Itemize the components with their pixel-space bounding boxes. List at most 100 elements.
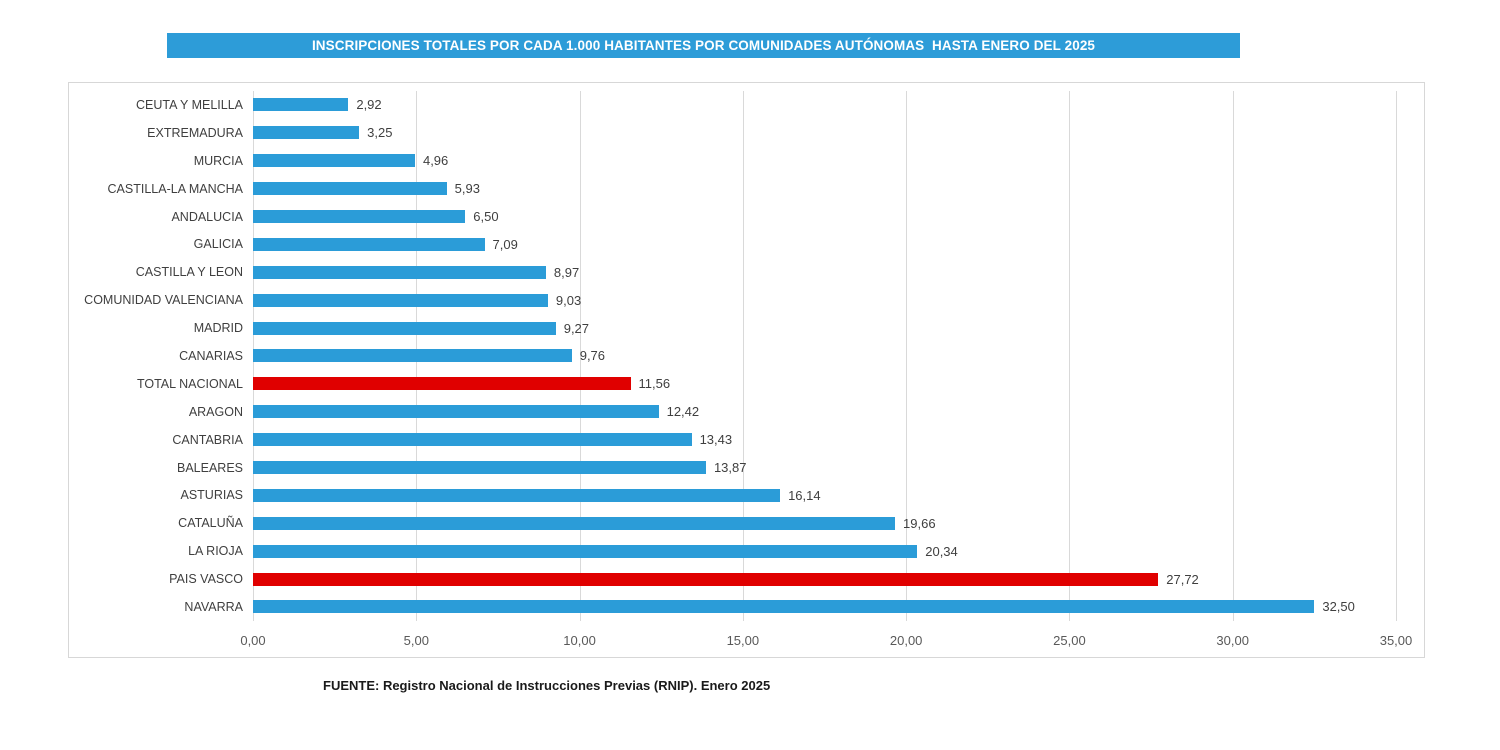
bar-cell: 3,25	[253, 119, 1396, 147]
chart-area: CEUTA Y MELILLA 2,92 EXTREMADURA 3,25 MURCIA…	[68, 82, 1425, 658]
value-label: 3,25	[367, 125, 393, 141]
bar-row: MURCIA 4,96	[69, 147, 1396, 175]
bar-row: TOTAL NACIONAL 11,56	[69, 370, 1396, 398]
bar-row: CANTABRIA 13,43	[69, 426, 1396, 454]
bar-row: CEUTA Y MELILLA 2,92	[69, 91, 1396, 119]
bar-cell: 13,43	[253, 426, 1396, 454]
chart-title: INSCRIPCIONES TOTALES POR CADA 1.000 HAB…	[311, 38, 1096, 53]
bar-rows: CEUTA Y MELILLA 2,92 EXTREMADURA 3,25 MURCIA…	[69, 91, 1396, 621]
x-tick-label: 30,00	[1216, 633, 1249, 648]
bar[interactable]	[253, 544, 918, 558]
bar-cell: 32,50	[253, 593, 1396, 621]
bar[interactable]	[253, 126, 360, 140]
gridline	[579, 91, 581, 621]
bar-row: ANDALUCIA 6,50	[69, 203, 1396, 231]
bar-cell: 9,03	[253, 286, 1396, 314]
value-label: 16,14	[788, 487, 821, 503]
category-label: CASTILLA-LA MANCHA	[107, 181, 243, 196]
bar[interactable]	[253, 405, 659, 419]
category-label: GALICIA	[193, 237, 243, 252]
bar-row: CASTILLA Y LEON 8,97	[69, 258, 1396, 286]
bar[interactable]	[253, 321, 556, 335]
x-tick-label: 5,00	[403, 633, 429, 648]
bar[interactable]	[253, 516, 896, 530]
category-label: ARAGON	[188, 404, 243, 419]
bar-cell: 5,93	[253, 175, 1396, 203]
bar-cell: 7,09	[253, 230, 1396, 258]
x-tick-label: 0,00	[240, 633, 266, 648]
bar-cell: 27,72	[253, 565, 1396, 593]
value-label: 9,76	[579, 348, 606, 364]
bar[interactable]	[253, 433, 692, 447]
bar-cell: 16,14	[253, 481, 1396, 509]
category-label: LA RIOJA	[188, 544, 243, 559]
gridline	[1396, 91, 1397, 621]
bar-cell: 8,97	[253, 258, 1396, 286]
category-label: MURCIA	[193, 153, 243, 168]
value-label: 19,66	[903, 515, 936, 531]
source-note: FUENTE: Registro Nacional de Instruccion…	[323, 678, 771, 693]
bar-cell: 19,66	[253, 509, 1396, 537]
value-label: 12,42	[666, 404, 700, 420]
bar[interactable]	[253, 154, 415, 168]
gridline	[1069, 91, 1071, 621]
bar-cell: 20,34	[253, 537, 1396, 565]
category-label: ASTURIAS	[180, 488, 243, 503]
category-label: ANDALUCIA	[171, 209, 243, 224]
x-axis: 0,00 5,00 10,00 15,00 20,00 25,00 30,00 35,00	[240, 629, 1412, 651]
bar-cell: 4,96	[253, 147, 1396, 175]
bar-cell: 6,50	[253, 203, 1396, 231]
bar-cell: 13,87	[253, 454, 1396, 482]
bar[interactable]	[253, 98, 349, 112]
bar[interactable]	[253, 488, 781, 502]
bar[interactable]	[253, 237, 485, 251]
value-label: 6,50	[473, 209, 499, 224]
category-label: CASTILLA Y LEON	[135, 265, 243, 280]
bar-row: NAVARRA 32,50	[69, 593, 1396, 621]
bar-cell: 12,42	[253, 398, 1396, 426]
gridline	[742, 91, 744, 621]
bar-cell: 11,56	[253, 370, 1396, 398]
bar[interactable]	[253, 182, 447, 196]
bar-row: PAIS VASCO 27,72	[69, 565, 1396, 593]
category-label: PAIS VASCO	[169, 572, 243, 587]
value-label: 7,09	[492, 236, 518, 252]
gridline	[1232, 91, 1234, 621]
bar[interactable]	[253, 210, 466, 223]
bar-cell: 9,27	[253, 314, 1396, 342]
bar-cell: 2,92	[253, 91, 1396, 119]
x-tick-label: 15,00	[726, 633, 760, 648]
bar[interactable]	[253, 265, 546, 279]
bar-row: MADRID 9,27	[69, 314, 1396, 342]
x-tick-label: 20,00	[889, 633, 923, 648]
bar-cell: 9,76	[253, 342, 1396, 370]
bar-highlighted[interactable]	[253, 377, 631, 391]
value-label: 8,97	[553, 264, 580, 280]
value-label: 11,56	[638, 376, 671, 392]
bar-row: ARAGON 12,42	[69, 398, 1396, 426]
category-label: BALEARES	[176, 460, 243, 475]
bar-row: COMUNIDAD VALENCIANA 9,03	[69, 286, 1396, 314]
bar-highlighted[interactable]	[253, 572, 1159, 586]
category-label: NAVARRA	[184, 599, 243, 614]
x-tick-label: 10,00	[563, 633, 596, 648]
value-label: 13,43	[699, 432, 733, 448]
bar[interactable]	[253, 600, 1315, 614]
category-label: COMUNIDAD VALENCIANA	[84, 293, 243, 308]
category-label: CATALUÑA	[178, 516, 243, 531]
bar-row: ASTURIAS 16,14	[69, 481, 1396, 509]
category-label: CEUTA Y MELILLA	[136, 97, 243, 112]
bar-row: CASTILLA-LA MANCHA 5,93	[69, 175, 1396, 203]
bar[interactable]	[253, 293, 548, 307]
bar[interactable]	[253, 461, 706, 475]
bar[interactable]	[253, 349, 572, 363]
bar-row: LA RIOJA 20,34	[69, 537, 1396, 565]
category-label: EXTREMADURA	[147, 125, 243, 140]
value-label: 13,87	[713, 460, 747, 476]
bar-row: BALEARES 13,87	[69, 454, 1396, 482]
x-tick-label: 35,00	[1379, 633, 1413, 648]
bar-row: CANARIAS 9,76	[69, 342, 1396, 370]
bar-row: CATALUÑA 19,66	[69, 509, 1396, 537]
value-label: 9,27	[563, 320, 590, 336]
